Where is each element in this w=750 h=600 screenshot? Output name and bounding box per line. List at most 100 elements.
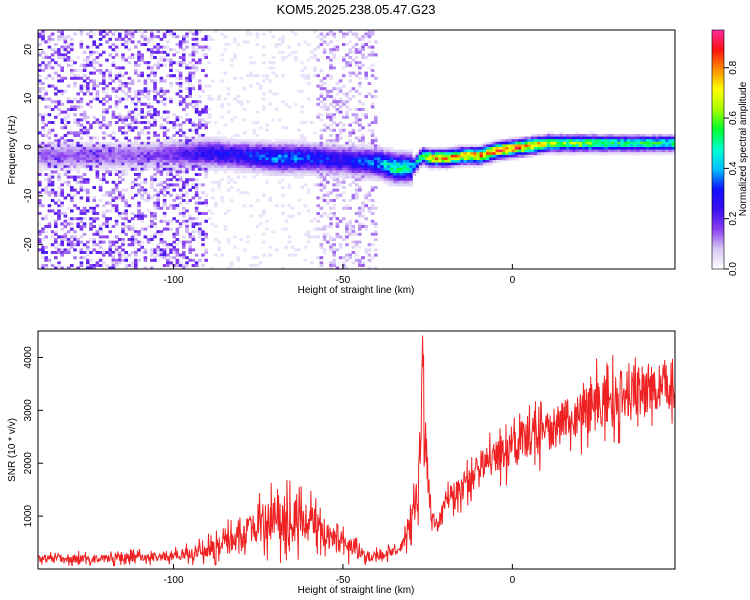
- heatmap-cell: [57, 48, 61, 52]
- heatmap-cell: [332, 206, 336, 210]
- heatmap-cell: [66, 121, 71, 124]
- heatmap-cell: [137, 113, 141, 117]
- heatmap-cell: [105, 217, 109, 221]
- heatmap-cell: [233, 141, 237, 145]
- heatmap-cell: [287, 204, 292, 208]
- heatmap-cell: [332, 154, 336, 158]
- heatmap-cell: [294, 56, 298, 59]
- heatmap-cell: [79, 183, 84, 187]
- heatmap-cell: [351, 149, 356, 153]
- heatmap-cell: [153, 204, 157, 208]
- heatmap-cell: [38, 165, 42, 169]
- heatmap-cell: [338, 89, 343, 93]
- heatmap-cell: [495, 160, 500, 163]
- heatmap-cell: [402, 149, 407, 153]
- heatmap-cell: [335, 235, 340, 239]
- heatmap-cell: [335, 134, 340, 137]
- heatmap-cell: [89, 258, 93, 262]
- heatmap-cell: [658, 147, 663, 150]
- heatmap-cell: [342, 84, 346, 88]
- heatmap-cell: [153, 50, 157, 54]
- heatmap-cell: [220, 136, 224, 140]
- heatmap-cell: [226, 266, 231, 269]
- heatmap-cell: [252, 147, 256, 150]
- heatmap-cell: [76, 105, 80, 109]
- heatmap-cell: [322, 40, 327, 44]
- heatmap-cell: [60, 126, 64, 130]
- heatmap-cell: [137, 89, 141, 93]
- heatmap-cell: [348, 131, 352, 135]
- heatmap-cell: [281, 186, 285, 189]
- heatmap-cell: [338, 160, 343, 163]
- heatmap-cell: [223, 152, 228, 156]
- heatmap-cell: [38, 199, 42, 202]
- heatmap-cell: [166, 162, 170, 166]
- heatmap-cell: [284, 245, 288, 249]
- heatmap-cell: [406, 160, 410, 163]
- heatmap-cell: [194, 193, 199, 197]
- heatmap-cell: [185, 225, 189, 228]
- heatmap-cell: [246, 149, 250, 153]
- heatmap-cell: [162, 199, 167, 202]
- heatmap-cell: [582, 139, 586, 143]
- heatmap-cell: [230, 162, 234, 166]
- heatmap-cell: [300, 69, 304, 72]
- heatmap-cell: [361, 37, 365, 41]
- heatmap-cell: [287, 240, 292, 244]
- heatmap-cell: [38, 162, 42, 166]
- heatmap-cell: [271, 230, 276, 234]
- heatmap-cell: [121, 162, 125, 166]
- heatmap-cell: [345, 115, 349, 119]
- heatmap-cell: [121, 222, 125, 226]
- heatmap-cell: [230, 186, 234, 189]
- heatmap-cell: [361, 167, 365, 171]
- heatmap-cell: [124, 40, 128, 44]
- heatmap-cell: [98, 235, 103, 239]
- heatmap-cell: [166, 173, 170, 176]
- heatmap-cell: [162, 131, 167, 135]
- heatmap-cell: [329, 102, 333, 106]
- heatmap-cell: [57, 50, 61, 54]
- heatmap-cell: [143, 178, 148, 182]
- heatmap-cell: [153, 79, 157, 83]
- heatmap-cell: [364, 170, 368, 174]
- heatmap-cell: [137, 134, 141, 137]
- heatmap-cell: [383, 170, 388, 174]
- heatmap-cell: [178, 63, 183, 67]
- heatmap-cell: [329, 144, 333, 148]
- heatmap-cell: [316, 165, 320, 169]
- heatmap-cell: [425, 154, 429, 158]
- heatmap-cell: [370, 219, 375, 223]
- heatmap-cell: [226, 141, 231, 145]
- heatmap-cell: [345, 243, 349, 247]
- heatmap-cell: [172, 61, 176, 65]
- heatmap-cell: [127, 243, 132, 247]
- heatmap-cell: [130, 152, 135, 156]
- heatmap-cell: [262, 149, 266, 153]
- heatmap-cell: [223, 167, 228, 171]
- heatmap-cell: [185, 227, 189, 231]
- heatmap-cell: [76, 76, 80, 80]
- heatmap-cell: [124, 84, 128, 88]
- heatmap-cell: [198, 79, 202, 83]
- heatmap-cell: [396, 180, 400, 184]
- heatmap-cell: [156, 134, 160, 137]
- heatmap-cell: [89, 266, 93, 269]
- heatmap-cell: [134, 139, 138, 143]
- heatmap-cell: [636, 144, 640, 148]
- heatmap-cell: [319, 154, 324, 158]
- heatmap-cell: [178, 126, 183, 130]
- heatmap-cell: [466, 162, 471, 166]
- heatmap-cell: [159, 87, 164, 91]
- heatmap-cell: [191, 139, 196, 143]
- heatmap-cell: [79, 157, 84, 161]
- heatmap-cell: [82, 188, 87, 192]
- heatmap-cell: [150, 56, 154, 59]
- heatmap-cell: [438, 160, 442, 163]
- heatmap-cell: [92, 66, 96, 70]
- heatmap-cell: [319, 113, 324, 117]
- heatmap-cell: [364, 196, 368, 200]
- heatmap-cell: [358, 71, 362, 75]
- heatmap-cell: [169, 183, 173, 187]
- heatmap-cell: [102, 76, 106, 80]
